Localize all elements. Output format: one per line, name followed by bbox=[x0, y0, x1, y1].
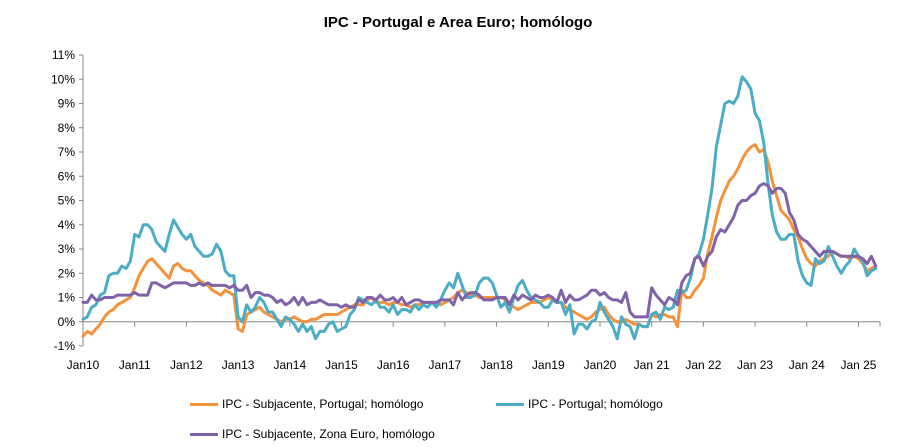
x-tick-label: Jan10 bbox=[67, 358, 100, 372]
y-tick-label: 3% bbox=[58, 242, 76, 256]
y-tick-label: 5% bbox=[58, 194, 76, 208]
x-tick-label: Jan15 bbox=[325, 358, 358, 372]
x-tick-label: Jan14 bbox=[273, 358, 306, 372]
x-tick-label: Jan 22 bbox=[685, 358, 721, 372]
legend-label: IPC - Portugal; homólogo bbox=[528, 397, 663, 411]
chart-title: IPC - Portugal e Area Euro; homólogo bbox=[323, 14, 593, 31]
x-tick-label: Jan17 bbox=[429, 358, 462, 372]
series-line-2 bbox=[81, 182, 878, 319]
legend-item-subjacente-zona-euro: IPC - Subjacente, Zona Euro, homólogo bbox=[190, 427, 435, 441]
legend-label: IPC - Subjacente, Zona Euro, homólogo bbox=[222, 427, 435, 441]
y-tick-label: 4% bbox=[58, 218, 76, 232]
y-tick-label: 9% bbox=[58, 97, 76, 111]
y-tick-label: 6% bbox=[58, 169, 76, 183]
x-tick-label: Jan 24 bbox=[789, 358, 825, 372]
legend-label: IPC - Subjacente, Portugal; homólogo bbox=[222, 397, 424, 411]
legend-item-subjacente-portugal: IPC - Subjacente, Portugal; homólogo bbox=[190, 397, 423, 411]
y-tick-label: 11% bbox=[52, 48, 75, 62]
x-tick-label: Jan18 bbox=[480, 358, 513, 372]
y-tick-label: 10% bbox=[51, 72, 75, 86]
legend-swatch-teal bbox=[496, 402, 524, 406]
x-tick-label: Jan 23 bbox=[737, 358, 773, 372]
y-tick-label: 8% bbox=[58, 121, 76, 135]
legend-swatch-purple bbox=[190, 432, 218, 436]
y-tick-label: 2% bbox=[58, 266, 76, 280]
y-tick-label: 7% bbox=[58, 145, 76, 159]
x-tick-label: Jan19 bbox=[532, 358, 565, 372]
y-tick-label: 0% bbox=[58, 315, 76, 329]
series-line-1 bbox=[81, 75, 878, 341]
legend-item-ipc-portugal: IPC - Portugal; homólogo bbox=[496, 397, 663, 411]
series-line-0 bbox=[81, 143, 878, 338]
x-tick-label: Jan13 bbox=[222, 358, 255, 372]
legend-swatch-orange bbox=[190, 402, 218, 406]
y-tick-label: 1% bbox=[58, 291, 76, 305]
x-tick-label: Jan16 bbox=[377, 358, 410, 372]
x-tick-label: Jan12 bbox=[170, 358, 203, 372]
x-tick-label: Jan20 bbox=[584, 358, 617, 372]
x-tick-label: Jan 21 bbox=[634, 358, 670, 372]
x-tick-label: Jan 25 bbox=[840, 358, 876, 372]
x-tick-label: Jan11 bbox=[119, 358, 151, 372]
y-tick-label: -1% bbox=[54, 339, 76, 353]
